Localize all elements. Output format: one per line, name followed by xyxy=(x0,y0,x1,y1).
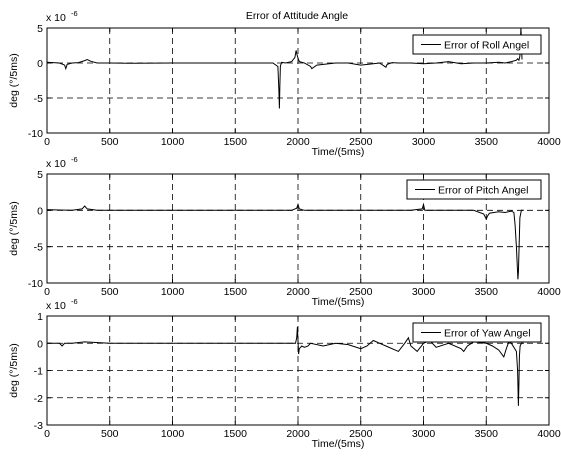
x-tick-label: 1500 xyxy=(224,428,248,440)
x-tick-label: 1000 xyxy=(161,286,185,298)
y-exponent-label: x 10 xyxy=(46,12,66,24)
y-tick-label: -1 xyxy=(34,366,43,378)
x-axis-label: Time/(5ms) xyxy=(312,438,365,450)
x-tick-label: 500 xyxy=(101,136,119,148)
y-tick-label: 5 xyxy=(37,169,43,181)
x-tick-label: 500 xyxy=(101,286,119,298)
y-axis-label: deg (°/5ms) xyxy=(8,53,20,107)
x-tick-label: 4000 xyxy=(537,136,561,148)
y-exponent-power: -6 xyxy=(71,9,78,18)
y-axis-label: deg (°/5ms) xyxy=(8,201,20,255)
legend-box xyxy=(406,179,542,200)
x-axis-label: Time/(5ms) xyxy=(312,296,365,308)
x-tick-label: 3000 xyxy=(412,286,436,298)
y-exponent-label: x 10 xyxy=(46,158,66,170)
x-tick-label: 1000 xyxy=(161,136,185,148)
y-tick-label: -10 xyxy=(28,128,43,140)
x-tick-label: 0 xyxy=(44,136,50,148)
x-tick-label: 1500 xyxy=(224,286,248,298)
x-tick-label: 4000 xyxy=(537,286,561,298)
x-tick-label: 2000 xyxy=(286,286,310,298)
x-tick-label: 2500 xyxy=(349,136,373,148)
y-tick-label: -5 xyxy=(34,93,43,105)
series-line xyxy=(46,27,523,109)
x-tick-label: 500 xyxy=(101,428,119,440)
y-tick-label: -10 xyxy=(28,278,43,290)
x-tick-label: 3500 xyxy=(475,136,499,148)
x-tick-label: 1500 xyxy=(224,136,248,148)
y-tick-label: -2 xyxy=(34,393,43,405)
legend-box xyxy=(412,322,542,343)
legend-label: Error of Yaw Angel xyxy=(444,328,531,340)
x-tick-label: 2500 xyxy=(349,428,373,440)
y-tick-label: -3 xyxy=(34,420,43,432)
y-tick-label: 5 xyxy=(37,23,43,35)
chart-panel-2: 0 500 1000 1500 2000 2500 3000 3500 4000 5 0 -5 -10 x… xyxy=(8,155,561,308)
y-axis-label: deg (°/5ms) xyxy=(8,343,20,397)
y-tick-label: 0 xyxy=(37,205,43,217)
series-line xyxy=(46,202,524,280)
x-tick-label: 3500 xyxy=(475,428,499,440)
panels: 0 500 1000 1500 2000 2500 3000 3500 400050-5-10x… xyxy=(8,9,561,450)
x-tick-label: 2000 xyxy=(286,136,310,148)
x-tick-label: 1000 xyxy=(161,428,185,440)
x-tick-label: 3500 xyxy=(475,286,499,298)
x-tick-label: 0 xyxy=(44,286,50,298)
legend: Error of Pitch Angel xyxy=(406,179,542,200)
y-tick-label: -5 xyxy=(34,242,43,254)
x-tick-label: 3000 xyxy=(412,136,436,148)
x-tick-label: 2000 xyxy=(286,428,310,440)
y-exponent-power: -6 xyxy=(71,297,78,306)
x-tick-label: 4000 xyxy=(537,428,561,440)
chart-panel-3: 0 500 1000 1500 2000 2500 3000 3500 4000 1 0 -1 -2 -3… xyxy=(8,297,561,450)
chart-panel-1: 0 500 1000 1500 2000 2500 3000 3500 4000 5 0 -5 -10 x… xyxy=(8,9,561,158)
legend-label: Error of Roll Angel xyxy=(444,40,529,52)
x-axis-label: Time/(5ms) xyxy=(312,146,365,158)
legend: Error of Yaw Angel xyxy=(412,322,542,343)
figure-title: Error of Attitude Angle xyxy=(246,10,348,22)
y-tick-label: 1 xyxy=(37,311,43,323)
y-tick-label: 0 xyxy=(37,58,43,70)
x-tick-label: 0 xyxy=(44,428,50,440)
legend-box xyxy=(412,34,542,55)
x-tick-label: 3000 xyxy=(412,428,436,440)
legend-label: Error of Pitch Angel xyxy=(438,185,528,197)
y-exponent-label: x 10 xyxy=(46,300,66,312)
y-tick-label: 0 xyxy=(37,338,43,350)
legend: Error of Roll Angel xyxy=(412,34,542,55)
x-tick-label: 2500 xyxy=(349,286,373,298)
y-exponent-power: -6 xyxy=(71,155,78,164)
